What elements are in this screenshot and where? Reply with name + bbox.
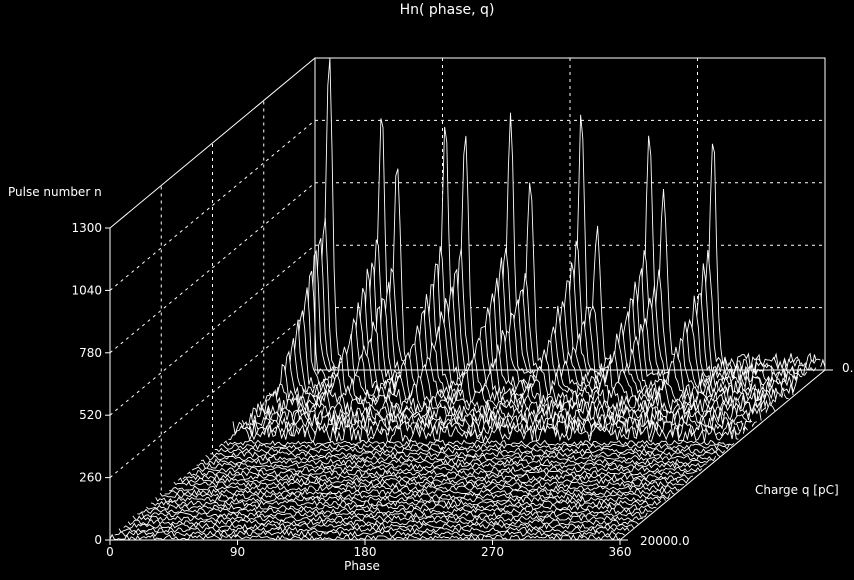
x-tick-label: 180 [354, 545, 377, 559]
surface-row-line [223, 439, 735, 447]
y-tick-start: 0. [842, 361, 853, 375]
surface-row-line [196, 462, 707, 470]
grid [109, 58, 825, 498]
surface-row-fill [114, 530, 625, 537]
surface-row-line [132, 514, 643, 522]
x-ticks: 0 90 180 270 360 [106, 540, 631, 559]
surface [109, 57, 826, 541]
surface-row-fill [196, 463, 707, 469]
surface-row-line [155, 495, 666, 504]
x-tick-label: 270 [481, 545, 504, 559]
surface-row-line [118, 526, 630, 534]
surface-row-line [210, 450, 721, 458]
z-axis-label: Pulse number n [8, 185, 102, 199]
left-wall-top [109, 57, 316, 229]
left-grid-diagonal [109, 182, 316, 354]
surface-row-fill [155, 496, 666, 503]
chart-title: Hn( phase, q) [400, 2, 495, 18]
back-wall [314, 57, 826, 371]
x-axis-label: Phase [344, 559, 380, 573]
surface-row-line [137, 511, 648, 519]
left-grid-diagonal [109, 307, 316, 478]
surface-row-line [159, 492, 671, 500]
surface-row-fill [160, 493, 671, 499]
z-tick-label: 1040 [71, 283, 102, 297]
y-axis [619, 369, 826, 541]
x-tick-label: 360 [609, 545, 632, 559]
surface-row-fill [146, 504, 657, 510]
surface-row-line [214, 446, 726, 454]
z-ticks: 0 260 520 780 1040 1300 [71, 221, 110, 547]
surface-row-fill [132, 515, 643, 522]
surface-row-line [114, 530, 625, 538]
surface-row-fill [137, 512, 648, 518]
z-tick-label: 260 [79, 471, 102, 485]
surface-row-line [187, 469, 698, 477]
z-tick-label: 520 [79, 408, 102, 422]
z-tick-label: 0 [94, 533, 102, 547]
surface-row-line [169, 484, 680, 492]
y-axis-label: Charge q [pC] [755, 483, 839, 497]
surface-row-line [164, 488, 675, 496]
surface-row-fill [223, 440, 734, 446]
surface-row-line [141, 507, 653, 515]
surface-row-fill [187, 470, 698, 476]
left-grid-diagonal [109, 244, 316, 416]
surface-row-fill [141, 508, 652, 514]
z-tick-label: 780 [79, 346, 102, 360]
surface-row-line [109, 533, 621, 541]
surface-row-fill [169, 485, 680, 491]
left-grid-diagonal [109, 120, 316, 291]
surface-row-line [191, 465, 703, 473]
surface-row-line [177, 477, 689, 485]
x-tick-label: 90 [230, 545, 245, 559]
surface-row-line [146, 503, 657, 511]
surface-row-line [205, 454, 717, 462]
surface-row-fill [228, 425, 739, 442]
y-tick-end: 20000.0 [640, 534, 690, 548]
surface-row-line [182, 473, 694, 481]
surface-row-fill [205, 455, 716, 461]
surface-row-line [218, 443, 730, 451]
surface-row-fill [210, 451, 721, 457]
x-tick-label: 0 [106, 545, 114, 559]
surface-row-line [259, 388, 771, 417]
z-tick-label: 1300 [71, 221, 102, 235]
surface-row-line [150, 499, 662, 507]
surface-row-line [127, 518, 639, 526]
